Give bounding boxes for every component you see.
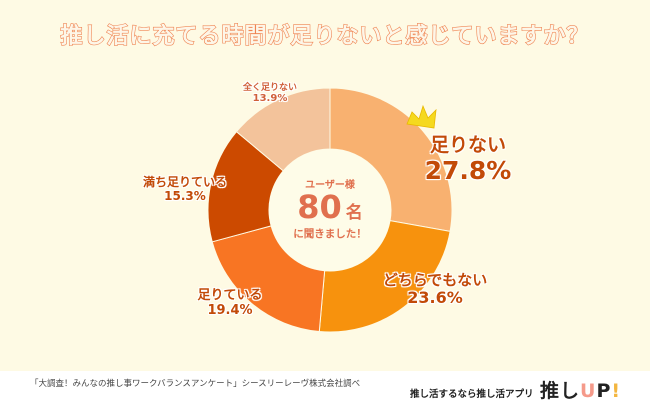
center-text: ユーザー様 80 名 に聞きました！ bbox=[293, 180, 367, 240]
data-label-4: 全く足りない 13.9% bbox=[242, 83, 297, 105]
chart-title: 推し活に充てる時間が足りないと感じていますか？ bbox=[60, 23, 590, 49]
data-label-3: 満ち足りている 15.3% bbox=[142, 175, 227, 203]
crown-icon bbox=[406, 104, 437, 129]
app-logo: 推しUP! bbox=[540, 380, 622, 402]
data-label-0: 足りない 27.8% bbox=[424, 134, 512, 185]
source-note: 「大調査！みんなの推し事ワークバランスアンケート」シースリーレーヴ株式会社調べ bbox=[30, 379, 361, 389]
data-label-2: 足りている 19.4% bbox=[197, 288, 263, 318]
app-tagline: 推し活するなら推し活アプリ bbox=[410, 389, 534, 400]
donut-hole bbox=[269, 149, 391, 271]
data-label-1: どちらでもない 23.6% bbox=[382, 271, 488, 308]
